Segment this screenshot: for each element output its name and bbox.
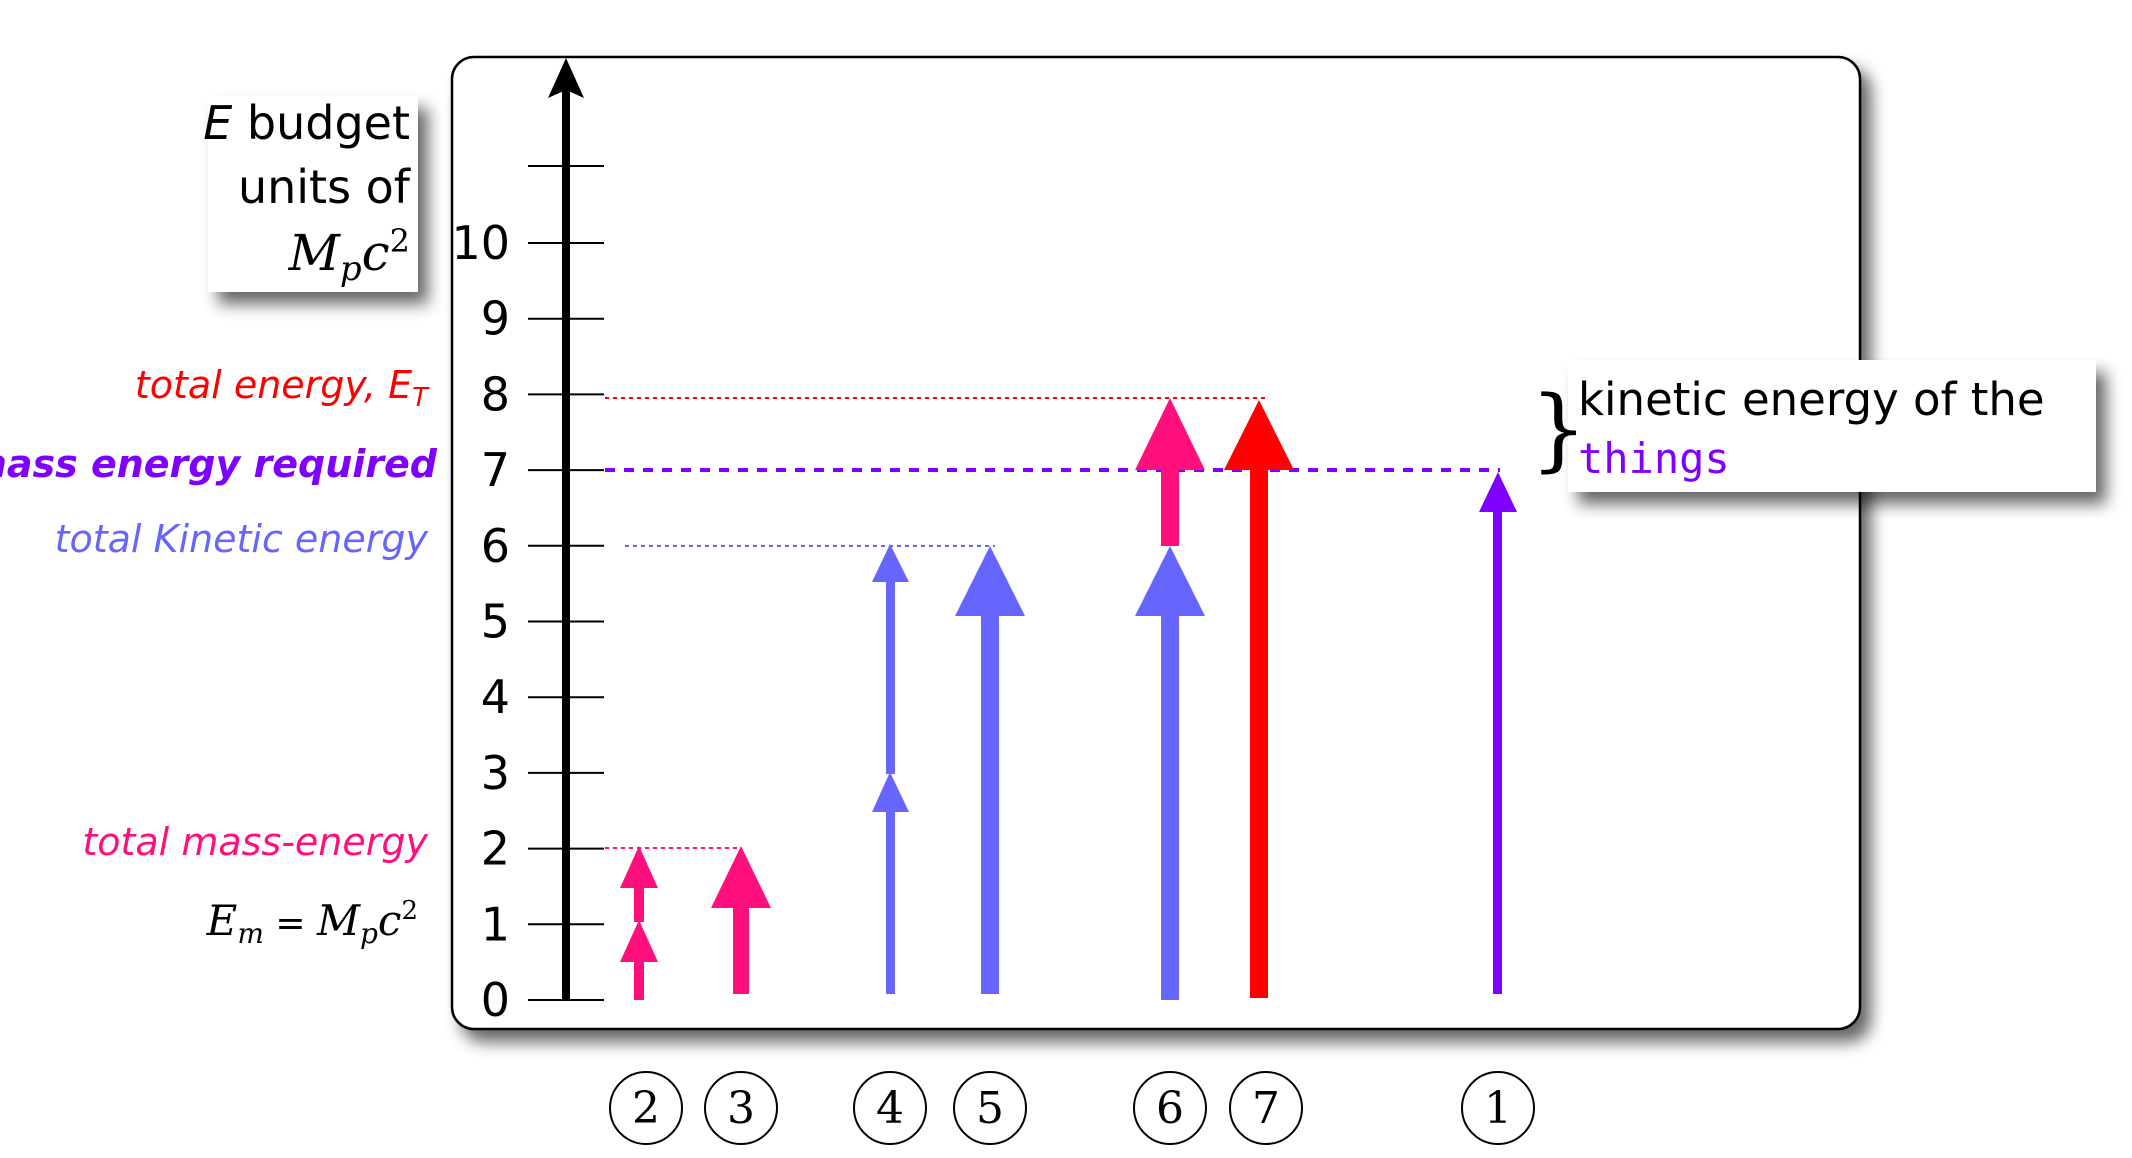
arrow-6-lower [1135,546,1205,1000]
arrow-3 [711,846,771,994]
label-total-kinetic-energy: total Kinetic energy [55,517,429,561]
title-line-3: Mpc2 [288,222,410,289]
axis-tick-label: 1 [481,897,510,951]
curly-brace: } [1530,377,1587,482]
number-circle [704,1071,778,1145]
number-label: 2 [632,1083,660,1134]
number-label: 6 [1156,1083,1184,1134]
axis-tick-label: 8 [481,367,510,421]
arrow-2-lower [620,920,658,1000]
number-circle [953,1071,1027,1145]
number-circle [1133,1071,1207,1145]
arrow-4-upper [872,544,909,774]
number-label: 1 [1484,1083,1512,1134]
arrow-6-upper [1135,398,1205,546]
kinetic-energy-box [1568,360,2096,492]
arrow-7 [1224,400,1294,998]
axis-tick-label: 7 [481,443,510,497]
title-line-1: E budget [203,96,410,150]
axis-tick-label: 9 [481,292,510,346]
axis-ticks: 0 1 2 3 4 5 6 7 8 9 10 [451,165,604,1027]
title-box [208,96,418,292]
number-label: 3 [727,1083,755,1134]
axis-tick-label: 5 [481,595,510,649]
number-label: 4 [876,1083,904,1134]
arrow-2-upper [620,846,658,922]
arrows [620,398,1517,1000]
number-label: 5 [976,1083,1004,1134]
label-total-mass-energy: total mass-energy [82,820,428,864]
axis-tick-label: 10 [451,216,510,270]
axis-tick-label: 4 [481,670,510,724]
arrow-1 [1479,472,1517,994]
arrow-5 [955,546,1025,994]
arrow-number-labels: 2 3 4 5 6 7 1 [609,1071,1535,1145]
number-circle [609,1071,683,1145]
title-line-2: units of [238,160,412,214]
kinetic-energy-line-1: kinetic energy of the [1578,373,2045,426]
axis-tick-label: 2 [481,822,510,876]
axis-tick-label: 0 [481,973,510,1027]
number-circle [853,1071,927,1145]
chart-panel [450,55,1862,1031]
label-em-equation: Em = Mpc2 [206,896,418,950]
axis-tick-label: 6 [481,519,510,573]
number-circle [1229,1071,1303,1145]
label-total-energy: total energy, ET [135,363,430,413]
number-label: 7 [1252,1083,1280,1134]
label-mass-energy-required: mass energy required [0,442,438,486]
arrow-4-lower [872,772,909,994]
kinetic-energy-line-2: things [1578,434,1730,483]
number-circle [1461,1071,1535,1145]
axis-tick-label: 3 [481,746,510,800]
